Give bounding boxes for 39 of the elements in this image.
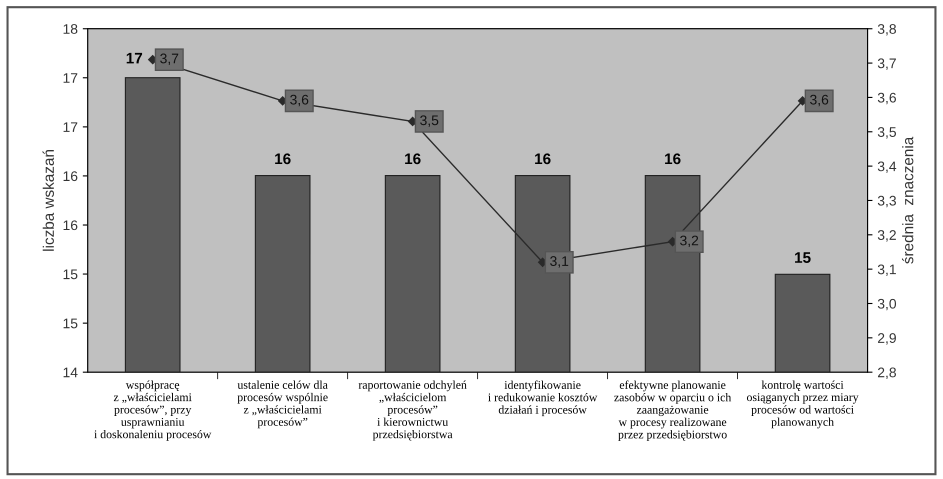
y2-tick-label: 3,4 <box>878 161 896 173</box>
data-label: 16 <box>665 153 681 164</box>
data-label: 3,5 <box>420 115 438 127</box>
y-tick-label: 14 <box>64 368 78 378</box>
y-tick-label: 18 <box>64 24 78 34</box>
data-label: 16 <box>535 153 551 164</box>
y-tick-label: 16 <box>64 220 78 230</box>
data-label: 3,6 <box>290 94 308 106</box>
y2-tick-label: 3,5 <box>878 127 896 139</box>
y-axis-title: liczba wskazań <box>42 150 54 251</box>
x-tick-label: identyfikowanie i redukowanie kosztów działań i procesów <box>488 380 598 416</box>
data-label: 17 <box>126 52 142 64</box>
data-label: 3,7 <box>160 54 178 66</box>
y-tick-label: 15 <box>64 270 78 280</box>
x-tick-label: kontrolę wartości osiąganych przez miary procesów od wartości planowanych <box>746 380 859 428</box>
x-tick-label: raportowanie odchyleń „właścicielom procesów” i kierownictwu przedsiębiorstwa <box>358 380 467 441</box>
y2-tick-label: 3,2 <box>878 230 896 242</box>
y2-tick-label: 3,8 <box>878 24 896 36</box>
y2-tick-label: 3,0 <box>878 298 896 310</box>
y2-tick-label: 2,9 <box>878 333 896 345</box>
x-tick-label: współpracę z „właścicielami procesów”, przy usprawnianiu i doskonaleniu procesów <box>94 380 212 441</box>
data-label: 3,2 <box>680 236 698 248</box>
x-tick-label: ustalenie celów dla procesów wspólnie z „właścicielami procesów” <box>237 380 328 428</box>
data-label: 16 <box>405 153 421 164</box>
y-tick-label: 17 <box>64 73 78 83</box>
y2-tick-label: 3,6 <box>878 92 896 104</box>
data-label: 3,6 <box>810 94 828 106</box>
y2-tick-label: 3,7 <box>878 58 896 70</box>
data-label: 16 <box>275 153 291 164</box>
x-tick-label: efektywne planowanie zasobów w oparciu o ich zaangażowanie w procesy realizowane przez przedsiębiorstwo <box>614 380 732 441</box>
y2-tick-label: 2,8 <box>878 368 896 379</box>
data-label: 15 <box>795 252 811 263</box>
y-tick-label: 15 <box>64 318 78 328</box>
y2-axis-title: średnia znaczenia <box>902 136 914 264</box>
y-tick-label: 16 <box>64 171 78 182</box>
y2-tick-label: 3,1 <box>878 264 896 276</box>
y2-tick-label: 3,3 <box>878 196 896 208</box>
data-label: 3,1 <box>550 256 568 268</box>
y-tick-label: 17 <box>64 122 78 132</box>
